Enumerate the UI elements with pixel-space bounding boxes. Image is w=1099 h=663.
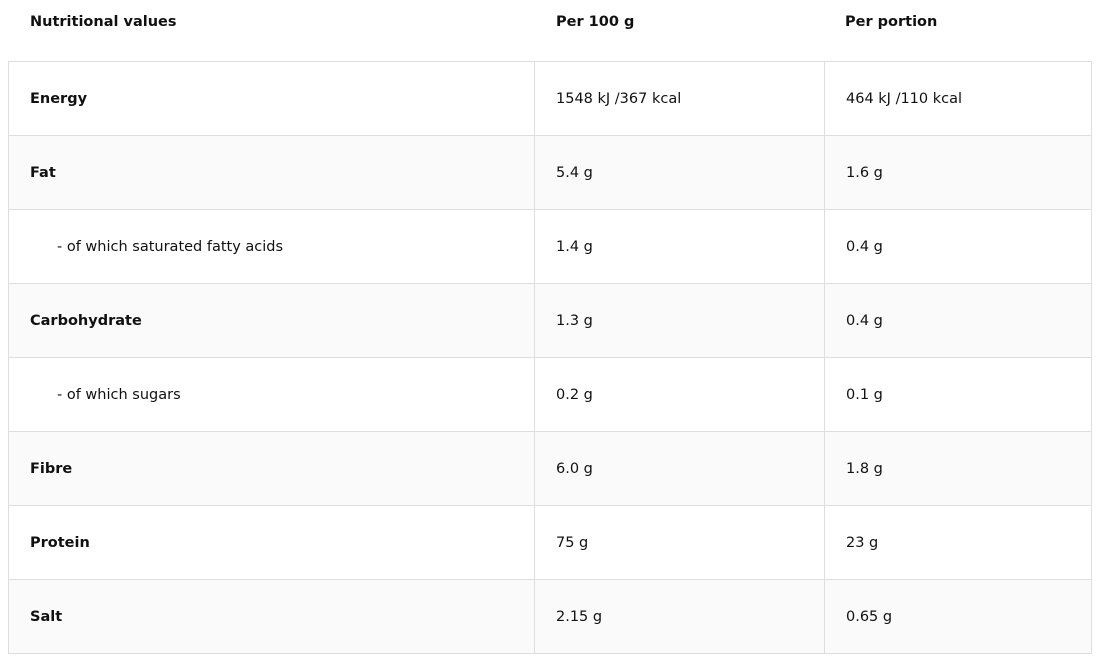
per-portion-value: 0.65 g bbox=[824, 579, 1092, 654]
per-portion-value: 0.1 g bbox=[824, 357, 1092, 432]
nutrition-table: Energy 1548 kJ /367 kcal 464 kJ /110 kcal F… bbox=[8, 61, 1092, 654]
per-100g-value: 1.4 g bbox=[534, 209, 825, 284]
table-row: Fat 5.4 g 1.6 g bbox=[8, 135, 1092, 210]
nutrient-name: - of which saturated fatty acids bbox=[8, 209, 535, 284]
per-100g-value: 5.4 g bbox=[534, 135, 825, 210]
table-row: Carbohydrate 1.3 g 0.4 g bbox=[8, 283, 1092, 358]
table-row: - of which saturated fatty acids 1.4 g 0.4… bbox=[8, 209, 1092, 284]
header-per-100g: Per 100 g bbox=[556, 14, 635, 30]
header-nutrient: Nutritional values bbox=[30, 14, 177, 30]
nutrient-name: Salt bbox=[8, 579, 535, 654]
per-100g-value: 75 g bbox=[534, 505, 825, 580]
per-100g-value: 0.2 g bbox=[534, 357, 825, 432]
table-row: - of which sugars 0.2 g 0.1 g bbox=[8, 357, 1092, 432]
table-row: Fibre 6.0 g 1.8 g bbox=[8, 431, 1092, 506]
nutrient-name: Fibre bbox=[8, 431, 535, 506]
per-100g-value: 1548 kJ /367 kcal bbox=[534, 61, 825, 136]
table-row: Protein 75 g 23 g bbox=[8, 505, 1092, 580]
nutrient-name: Energy bbox=[8, 61, 535, 136]
table-header: Nutritional values Per 100 g Per portion bbox=[8, 0, 1091, 61]
table-row: Energy 1548 kJ /367 kcal 464 kJ /110 kcal bbox=[8, 61, 1092, 136]
per-portion-value: 0.4 g bbox=[824, 209, 1092, 284]
per-portion-value: 464 kJ /110 kcal bbox=[824, 61, 1092, 136]
nutrient-name: Carbohydrate bbox=[8, 283, 535, 358]
table-row: Salt 2.15 g 0.65 g bbox=[8, 579, 1092, 654]
per-portion-value: 0.4 g bbox=[824, 283, 1092, 358]
per-100g-value: 6.0 g bbox=[534, 431, 825, 506]
per-portion-value: 1.8 g bbox=[824, 431, 1092, 506]
header-per-portion: Per portion bbox=[845, 14, 938, 30]
per-portion-value: 23 g bbox=[824, 505, 1092, 580]
per-100g-value: 2.15 g bbox=[534, 579, 825, 654]
nutrient-name: Fat bbox=[8, 135, 535, 210]
per-100g-value: 1.3 g bbox=[534, 283, 825, 358]
nutrient-name: - of which sugars bbox=[8, 357, 535, 432]
nutrient-name: Protein bbox=[8, 505, 535, 580]
per-portion-value: 1.6 g bbox=[824, 135, 1092, 210]
